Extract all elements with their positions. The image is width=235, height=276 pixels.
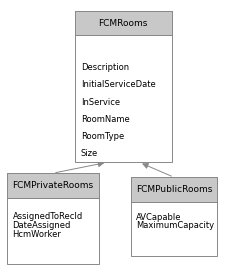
- Text: AVCapable: AVCapable: [137, 213, 182, 222]
- Bar: [7, 173, 99, 264]
- Text: Description: Description: [81, 63, 129, 72]
- Text: RoomName: RoomName: [81, 115, 129, 124]
- Text: MaximumCapacity: MaximumCapacity: [137, 221, 215, 230]
- Text: AssignedToRecId: AssignedToRecId: [12, 212, 83, 221]
- Text: FCMPublicRooms: FCMPublicRooms: [136, 185, 212, 194]
- Bar: [7, 173, 99, 198]
- Text: FCMPrivateRooms: FCMPrivateRooms: [12, 181, 94, 190]
- Text: DateAssigned: DateAssigned: [12, 221, 71, 230]
- Text: FCMRooms: FCMRooms: [98, 18, 148, 28]
- Text: InService: InService: [81, 97, 120, 107]
- Text: Size: Size: [81, 149, 98, 158]
- Text: RoomType: RoomType: [81, 132, 124, 141]
- Text: InitialServiceDate: InitialServiceDate: [81, 80, 155, 89]
- Bar: [75, 11, 172, 35]
- Bar: [131, 177, 216, 201]
- Bar: [75, 11, 172, 162]
- Bar: [131, 177, 216, 256]
- Text: HcmWorker: HcmWorker: [12, 230, 61, 239]
